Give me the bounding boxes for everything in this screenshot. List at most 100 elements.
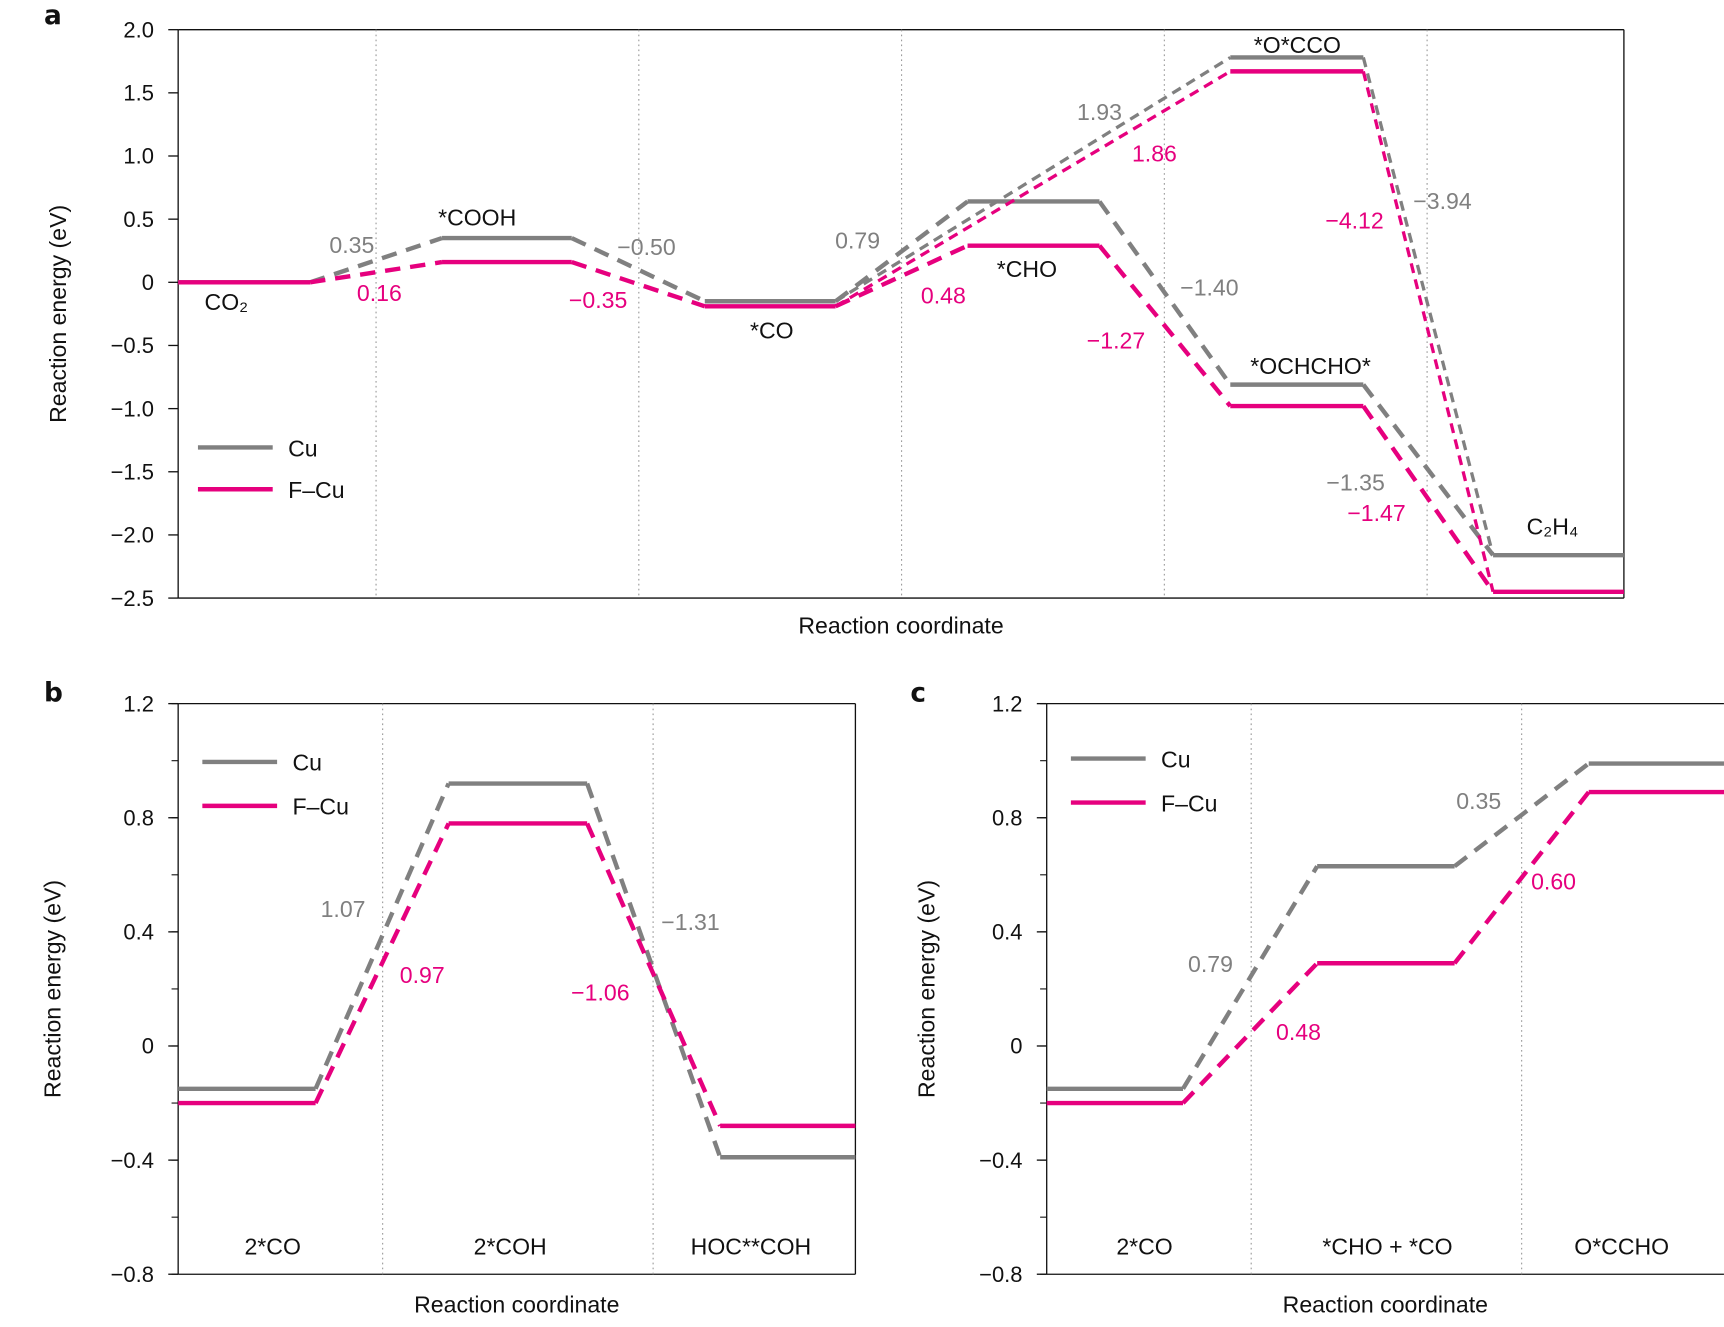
- panel-letter: c: [910, 678, 926, 708]
- series-marks: [1046, 761, 1724, 1106]
- step-energy-label: −0.35: [569, 287, 627, 313]
- energy-step-connector-F-Cu: [1097, 244, 1233, 408]
- energy-step-connector-Cu: [585, 782, 723, 1158]
- state-label: O*CCHO: [1574, 1233, 1669, 1259]
- y-tick-label: 1.0: [123, 144, 154, 169]
- y-tick-label: −0.4: [979, 1148, 1022, 1173]
- step-energy-label: 0.79: [835, 227, 880, 253]
- y-axis-title: Reaction energy (eV): [914, 880, 940, 1098]
- step-energy-label: −1.06: [571, 979, 629, 1005]
- y-tick-label: 2.0: [123, 17, 154, 42]
- energy-step-connector-F-Cu: [834, 69, 1232, 308]
- state-label: *CO: [750, 318, 794, 344]
- y-tick-label: 0.8: [992, 805, 1023, 830]
- step-energy-label: −1.27: [1087, 328, 1145, 354]
- energy-step-connector-Cu: [1361, 57, 1495, 556]
- state-label: C₂H₄: [1527, 513, 1579, 539]
- legend-label: F–Cu: [288, 477, 344, 503]
- energy-step-connector-Cu: [1181, 865, 1320, 1090]
- energy-step-connector-F-Cu: [585, 822, 723, 1127]
- state-label: *COOH: [438, 204, 516, 230]
- panel-letter: b: [44, 678, 63, 708]
- legend-label: Cu: [293, 750, 323, 776]
- y-tick-label: 0.5: [123, 207, 154, 232]
- y-tick-label: −0.5: [111, 333, 154, 358]
- step-energy-label: 0.35: [329, 232, 374, 258]
- energy-step-connector-F-Cu: [313, 822, 451, 1104]
- legend: Cu F–Cu: [197, 435, 345, 503]
- panel-a: a−2.5−2.0−1.5−1.0−0.500.51.01.52.0Reacti…: [44, 1, 1625, 638]
- x-axis-title: Reaction coordinate: [798, 612, 1003, 638]
- state-label: 2*COH: [474, 1233, 547, 1259]
- y-tick-label: −2.5: [111, 586, 154, 611]
- y-tick-label: −0.8: [979, 1262, 1022, 1287]
- step-energy-label: −1.40: [1180, 275, 1238, 301]
- y-axis-title: Reaction energy (eV): [45, 205, 71, 423]
- step-energy-label: 0.97: [400, 962, 445, 988]
- state-label: 2*CO: [1116, 1233, 1172, 1259]
- legend-label: Cu: [1161, 746, 1191, 772]
- y-tick-label: 1.2: [992, 691, 1023, 716]
- legend: Cu F–Cu: [1070, 746, 1217, 816]
- state-label: *CHO: [997, 256, 1057, 282]
- legend-label: Cu: [288, 435, 318, 461]
- panel-c: c −0.8 −0.4 0 0.4 0.8 1.2 Reaction energy (eV) R…: [910, 678, 1724, 1318]
- state-label: *O*CCO: [1254, 32, 1341, 58]
- energy-step-connector-Cu: [834, 56, 1232, 303]
- energy-step-connector-F-Cu: [1361, 404, 1495, 594]
- step-energy-label: 1.86: [1132, 141, 1177, 167]
- energy-step-connector-F-Cu: [1361, 70, 1495, 593]
- step-energy-label: 1.07: [321, 896, 366, 922]
- energy-step-connector-F-Cu: [1181, 961, 1319, 1105]
- step-energy-label: −3.94: [1413, 188, 1472, 214]
- y-tick-label: −0.4: [111, 1148, 154, 1173]
- step-energy-label: 0.48: [921, 282, 966, 308]
- energy-step-connector-Cu: [834, 199, 969, 304]
- step-energy-label: 0.16: [357, 280, 402, 306]
- step-energy-label: 0.48: [1276, 1019, 1321, 1045]
- y-tick-label: 0: [142, 1034, 154, 1059]
- state-label: 2*CO: [244, 1233, 300, 1259]
- y-tick-label: 0.8: [123, 805, 154, 830]
- step-energy-label: −1.47: [1347, 500, 1405, 526]
- state-label: *CHO + *CO: [1322, 1233, 1452, 1259]
- panel-b: b −0.8 −0.4 0 0.4 0.8 1.2 Reaction energy (eV) R…: [40, 678, 857, 1318]
- energy-step-connector-Cu: [1097, 200, 1233, 386]
- y-tick-label: −1.0: [111, 396, 154, 421]
- state-label: *OCHCHO*: [1250, 353, 1371, 379]
- y-tick-label: 0: [1010, 1034, 1022, 1059]
- series-marks: [178, 55, 1624, 594]
- legend-label: F–Cu: [293, 794, 349, 820]
- step-energy-label: 0.79: [1188, 951, 1233, 977]
- legend-label: F–Cu: [1161, 790, 1217, 816]
- state-label: CO₂: [205, 289, 249, 315]
- y-tick-label: 0.4: [992, 920, 1023, 945]
- y-tick-label: 0.4: [123, 920, 154, 945]
- energy-step-connector-F-Cu: [1452, 790, 1591, 965]
- step-energy-label: −1.31: [661, 909, 719, 935]
- step-energy-label: −4.12: [1325, 208, 1383, 234]
- step-energy-label: −0.50: [617, 234, 675, 260]
- step-energy-label: 0.60: [1531, 868, 1576, 894]
- y-tick-label: 1.5: [123, 81, 154, 106]
- series-marks: [178, 781, 856, 1160]
- panel-letter: a: [44, 1, 62, 31]
- legend: Cu F–Cu: [202, 750, 349, 820]
- energy-step-connector-Cu: [309, 236, 443, 285]
- y-axis-title: Reaction energy (eV): [40, 880, 66, 1098]
- step-energy-label: 0.35: [1456, 788, 1501, 814]
- state-label: HOC**COH: [691, 1233, 812, 1259]
- y-tick-label: −2.0: [111, 523, 154, 548]
- y-tick-label: −0.8: [111, 1262, 154, 1287]
- energy-step-connector-F-Cu: [309, 259, 443, 285]
- energy-step-connector-Cu: [1361, 383, 1495, 557]
- x-axis-title: Reaction coordinate: [414, 1292, 619, 1318]
- step-energy-label: 1.93: [1077, 99, 1122, 125]
- x-axis-title: Reaction coordinate: [1283, 1292, 1488, 1318]
- step-energy-label: −1.35: [1326, 469, 1384, 495]
- y-tick-label: 0: [142, 270, 154, 295]
- y-tick-label: 1.2: [123, 691, 154, 716]
- energy-step-connector-Cu: [313, 782, 451, 1090]
- energy-step-connector-Cu: [1453, 761, 1591, 868]
